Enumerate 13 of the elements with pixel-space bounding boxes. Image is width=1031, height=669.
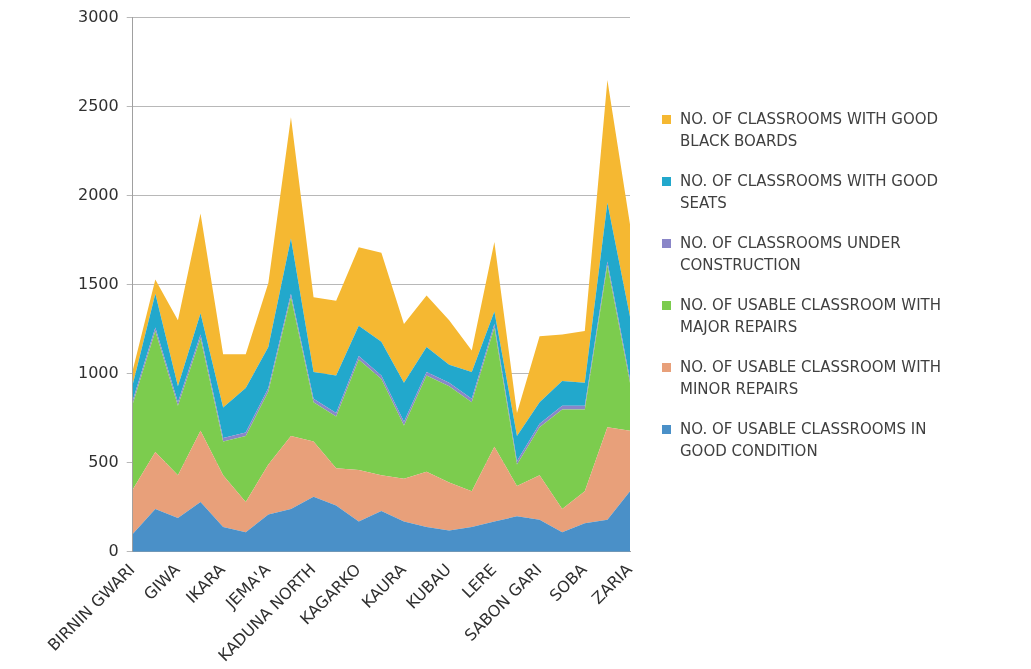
y-tick-label: 1500 xyxy=(78,273,119,293)
y-tick-label: 2000 xyxy=(78,184,119,204)
legend-label: NO. OF USABLE CLASSROOM WITH MINOR REPAIRS xyxy=(680,357,942,400)
legend-label: NO. OF CLASSROOMS WITH GOOD BLACK BOARDS xyxy=(680,109,940,152)
y-tick-label: 0 xyxy=(108,541,119,560)
y-tick-label: 3000 xyxy=(78,6,119,26)
legend-label: NO. OF USABLE CLASSROOM WITH MAJOR REPAIRS xyxy=(680,295,942,338)
y-tick-label: 500 xyxy=(88,451,119,471)
y-tick-label: 2500 xyxy=(78,95,119,115)
legend-label: NO. OF USABLE CLASSROOMS IN GOOD CONDITION xyxy=(680,419,928,462)
y-tick-label: 1000 xyxy=(78,362,119,382)
legend-label: NO. OF CLASSROOMS WITH GOOD SEATS xyxy=(680,171,940,214)
legend-label: NO. OF CLASSROOMS UNDER CONSTRUCTION xyxy=(680,233,902,276)
